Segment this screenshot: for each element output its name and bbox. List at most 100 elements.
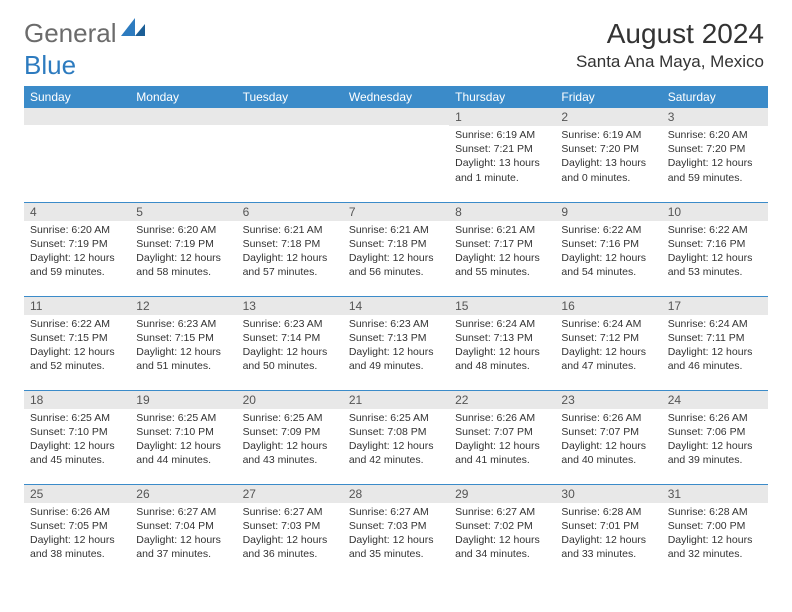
day-line: Daylight: 12 hours and 59 minutes. — [668, 156, 762, 184]
day-line: Sunrise: 6:26 AM — [30, 505, 124, 519]
day-line: Sunset: 7:10 PM — [30, 425, 124, 439]
calendar-cell — [24, 108, 130, 202]
day-content: Sunrise: 6:28 AMSunset: 7:00 PMDaylight:… — [662, 503, 768, 566]
day-number: 8 — [449, 203, 555, 221]
day-number: 24 — [662, 391, 768, 409]
calendar-cell: 25Sunrise: 6:26 AMSunset: 7:05 PMDayligh… — [24, 484, 130, 578]
day-line: Sunrise: 6:25 AM — [243, 411, 337, 425]
day-number — [237, 108, 343, 125]
day-line: Sunrise: 6:25 AM — [30, 411, 124, 425]
calendar-cell: 4Sunrise: 6:20 AMSunset: 7:19 PMDaylight… — [24, 202, 130, 296]
day-content: Sunrise: 6:20 AMSunset: 7:20 PMDaylight:… — [662, 126, 768, 189]
day-line: Sunset: 7:20 PM — [561, 142, 655, 156]
calendar-cell — [130, 108, 236, 202]
day-line: Daylight: 12 hours and 32 minutes. — [668, 533, 762, 561]
day-content: Sunrise: 6:22 AMSunset: 7:15 PMDaylight:… — [24, 315, 130, 378]
day-number: 31 — [662, 485, 768, 503]
day-line: Sunset: 7:11 PM — [668, 331, 762, 345]
day-number: 6 — [237, 203, 343, 221]
calendar-body: 1Sunrise: 6:19 AMSunset: 7:21 PMDaylight… — [24, 108, 768, 578]
day-number: 13 — [237, 297, 343, 315]
day-line: Sunset: 7:04 PM — [136, 519, 230, 533]
day-line: Sunrise: 6:25 AM — [136, 411, 230, 425]
calendar-cell: 3Sunrise: 6:20 AMSunset: 7:20 PMDaylight… — [662, 108, 768, 202]
day-line: Sunset: 7:00 PM — [668, 519, 762, 533]
calendar-cell: 16Sunrise: 6:24 AMSunset: 7:12 PMDayligh… — [555, 296, 661, 390]
calendar-cell: 30Sunrise: 6:28 AMSunset: 7:01 PMDayligh… — [555, 484, 661, 578]
day-header: Thursday — [449, 86, 555, 108]
day-line: Sunrise: 6:19 AM — [455, 128, 549, 142]
day-line: Daylight: 12 hours and 48 minutes. — [455, 345, 549, 373]
day-content: Sunrise: 6:21 AMSunset: 7:18 PMDaylight:… — [343, 221, 449, 284]
day-line: Sunset: 7:19 PM — [136, 237, 230, 251]
day-content: Sunrise: 6:20 AMSunset: 7:19 PMDaylight:… — [24, 221, 130, 284]
day-number: 16 — [555, 297, 661, 315]
day-content: Sunrise: 6:26 AMSunset: 7:07 PMDaylight:… — [555, 409, 661, 472]
day-content: Sunrise: 6:25 AMSunset: 7:10 PMDaylight:… — [24, 409, 130, 472]
day-line: Daylight: 12 hours and 34 minutes. — [455, 533, 549, 561]
day-number — [343, 108, 449, 125]
day-line: Sunrise: 6:23 AM — [349, 317, 443, 331]
day-content: Sunrise: 6:27 AMSunset: 7:03 PMDaylight:… — [237, 503, 343, 566]
day-number — [130, 108, 236, 125]
day-number: 15 — [449, 297, 555, 315]
day-header: Friday — [555, 86, 661, 108]
calendar-cell: 17Sunrise: 6:24 AMSunset: 7:11 PMDayligh… — [662, 296, 768, 390]
day-number: 9 — [555, 203, 661, 221]
calendar-cell: 14Sunrise: 6:23 AMSunset: 7:13 PMDayligh… — [343, 296, 449, 390]
day-line: Daylight: 12 hours and 38 minutes. — [30, 533, 124, 561]
day-number: 23 — [555, 391, 661, 409]
calendar-cell: 29Sunrise: 6:27 AMSunset: 7:02 PMDayligh… — [449, 484, 555, 578]
day-content: Sunrise: 6:26 AMSunset: 7:05 PMDaylight:… — [24, 503, 130, 566]
day-content: Sunrise: 6:21 AMSunset: 7:17 PMDaylight:… — [449, 221, 555, 284]
day-number: 18 — [24, 391, 130, 409]
day-line: Sunrise: 6:26 AM — [561, 411, 655, 425]
day-number: 29 — [449, 485, 555, 503]
day-line: Sunset: 7:15 PM — [30, 331, 124, 345]
day-line: Sunrise: 6:25 AM — [349, 411, 443, 425]
calendar-cell — [237, 108, 343, 202]
day-line: Sunrise: 6:21 AM — [455, 223, 549, 237]
day-number: 22 — [449, 391, 555, 409]
day-line: Sunrise: 6:27 AM — [243, 505, 337, 519]
day-line: Sunrise: 6:28 AM — [561, 505, 655, 519]
day-line: Daylight: 12 hours and 55 minutes. — [455, 251, 549, 279]
month-title: August 2024 — [576, 18, 764, 50]
day-number: 10 — [662, 203, 768, 221]
day-line: Sunset: 7:03 PM — [243, 519, 337, 533]
day-content: Sunrise: 6:22 AMSunset: 7:16 PMDaylight:… — [555, 221, 661, 284]
calendar-table: SundayMondayTuesdayWednesdayThursdayFrid… — [24, 86, 768, 578]
calendar-week: 11Sunrise: 6:22 AMSunset: 7:15 PMDayligh… — [24, 296, 768, 390]
day-line: Sunset: 7:17 PM — [455, 237, 549, 251]
day-line: Sunrise: 6:27 AM — [349, 505, 443, 519]
day-line: Sunset: 7:18 PM — [349, 237, 443, 251]
calendar-cell: 12Sunrise: 6:23 AMSunset: 7:15 PMDayligh… — [130, 296, 236, 390]
location: Santa Ana Maya, Mexico — [576, 52, 764, 72]
calendar-cell: 27Sunrise: 6:27 AMSunset: 7:03 PMDayligh… — [237, 484, 343, 578]
day-content: Sunrise: 6:27 AMSunset: 7:04 PMDaylight:… — [130, 503, 236, 566]
logo-text-1: General — [24, 18, 117, 49]
calendar-cell: 8Sunrise: 6:21 AMSunset: 7:17 PMDaylight… — [449, 202, 555, 296]
calendar-header-row: SundayMondayTuesdayWednesdayThursdayFrid… — [24, 86, 768, 108]
calendar-cell: 23Sunrise: 6:26 AMSunset: 7:07 PMDayligh… — [555, 390, 661, 484]
calendar-cell: 20Sunrise: 6:25 AMSunset: 7:09 PMDayligh… — [237, 390, 343, 484]
day-number: 2 — [555, 108, 661, 126]
day-line: Daylight: 12 hours and 52 minutes. — [30, 345, 124, 373]
day-number: 5 — [130, 203, 236, 221]
calendar-cell: 21Sunrise: 6:25 AMSunset: 7:08 PMDayligh… — [343, 390, 449, 484]
day-content: Sunrise: 6:23 AMSunset: 7:15 PMDaylight:… — [130, 315, 236, 378]
day-line: Sunrise: 6:24 AM — [455, 317, 549, 331]
day-line: Daylight: 12 hours and 47 minutes. — [561, 345, 655, 373]
day-line: Daylight: 12 hours and 37 minutes. — [136, 533, 230, 561]
day-line: Sunrise: 6:21 AM — [349, 223, 443, 237]
day-line: Sunrise: 6:20 AM — [30, 223, 124, 237]
calendar-cell: 18Sunrise: 6:25 AMSunset: 7:10 PMDayligh… — [24, 390, 130, 484]
day-line: Daylight: 12 hours and 54 minutes. — [561, 251, 655, 279]
day-line: Sunset: 7:03 PM — [349, 519, 443, 533]
day-number: 7 — [343, 203, 449, 221]
calendar-cell — [343, 108, 449, 202]
calendar-week: 18Sunrise: 6:25 AMSunset: 7:10 PMDayligh… — [24, 390, 768, 484]
day-number: 25 — [24, 485, 130, 503]
day-line: Daylight: 12 hours and 41 minutes. — [455, 439, 549, 467]
day-line: Sunset: 7:10 PM — [136, 425, 230, 439]
